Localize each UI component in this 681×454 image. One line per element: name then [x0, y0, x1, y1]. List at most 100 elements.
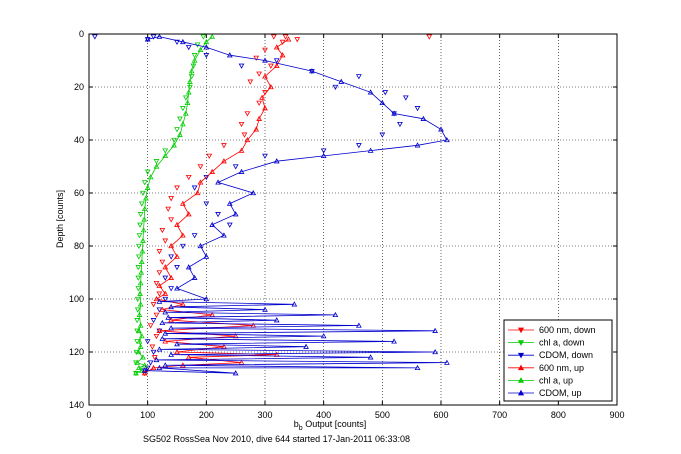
legend-item: chl a, up [508, 375, 573, 385]
legend-label: chl a, down [539, 338, 585, 348]
data-point [138, 367, 145, 373]
data-point [200, 34, 207, 40]
data-point [162, 275, 169, 281]
legend-item: CDOM, down [508, 350, 593, 360]
y-tick-label: 20 [74, 82, 84, 92]
data-point [147, 360, 154, 366]
x-tick-label: 0 [86, 410, 91, 420]
data-point [238, 121, 245, 128]
data-point [156, 291, 163, 297]
data-point [156, 249, 163, 255]
x-tick-label: 900 [609, 410, 624, 420]
data-point [238, 168, 245, 174]
data-point [168, 286, 175, 292]
data-point [426, 34, 433, 40]
data-point [156, 327, 163, 333]
data-point [138, 333, 145, 339]
data-point [273, 62, 280, 68]
data-point [179, 38, 186, 45]
data-point [134, 359, 140, 365]
y-tick-label: 60 [74, 188, 84, 198]
data-point [135, 327, 142, 333]
data-point [159, 319, 166, 326]
data-point [168, 242, 175, 249]
data-point [134, 296, 141, 303]
data-point [285, 36, 292, 42]
data-point [256, 115, 263, 121]
data-point [215, 179, 221, 185]
data-point [379, 99, 386, 106]
legend-label: CDOM, down [539, 350, 593, 360]
data-point [162, 264, 169, 270]
data-point [168, 217, 175, 223]
data-point [135, 243, 142, 250]
data-point [138, 269, 145, 275]
data-point [259, 94, 265, 100]
data-point [262, 306, 268, 312]
data-point [174, 127, 180, 133]
data-point [162, 309, 169, 315]
data-point [179, 121, 186, 127]
legend-items: 600 nm, down chl a, down CDOM, down 600 nm,… [508, 325, 596, 398]
x-axis-label-base: b [294, 419, 299, 429]
legend-item: 600 nm, down [508, 325, 596, 335]
data-point [168, 274, 175, 280]
x-tick-label: 100 [140, 410, 155, 420]
data-point [282, 34, 289, 40]
x-tick-label: 400 [316, 410, 331, 420]
data-point [137, 343, 144, 349]
data-point [162, 338, 169, 344]
data-point [332, 84, 339, 91]
series-line [144, 36, 448, 374]
legend-item: CDOM, up [508, 388, 582, 398]
data-point [162, 330, 169, 336]
data-point [168, 351, 175, 357]
x-axis-label-subscript: b [299, 425, 303, 432]
data-point [209, 33, 216, 39]
data-point [232, 370, 239, 376]
x-tick-label: 800 [551, 410, 566, 420]
data-point [187, 78, 193, 84]
data-point [182, 110, 189, 116]
data-point [191, 57, 198, 63]
data-point [140, 227, 147, 233]
data-point [203, 253, 210, 259]
legend-item: 600 nm, up [508, 363, 584, 373]
data-point [156, 364, 163, 371]
x-tick-label: 200 [199, 410, 214, 420]
data-point [135, 254, 142, 260]
data-point [197, 46, 204, 53]
data-point [171, 137, 177, 144]
data-point [134, 307, 141, 313]
data-point [141, 367, 148, 373]
data-point [226, 222, 233, 228]
data-point [391, 338, 397, 344]
data-point [179, 243, 186, 250]
data-point [273, 44, 280, 50]
legend-box [503, 319, 613, 402]
data-point [443, 136, 450, 143]
data-point [414, 142, 421, 148]
legend-marker [517, 327, 525, 334]
data-point [221, 158, 227, 164]
data-point [140, 237, 146, 243]
data-point [156, 298, 163, 304]
data-point [206, 153, 213, 159]
data-point [159, 335, 166, 341]
legend-label: 600 nm, up [539, 363, 584, 373]
data-point [150, 34, 157, 40]
data-point [209, 221, 216, 227]
series-line [144, 38, 289, 374]
series-layer [91, 33, 450, 377]
data-point [221, 232, 227, 238]
y-tick-label: 120 [69, 347, 84, 357]
data-point [162, 152, 169, 159]
data-point [162, 290, 169, 296]
data-point [159, 227, 166, 234]
data-point [226, 52, 233, 58]
legend-label: chl a, up [539, 375, 573, 385]
data-point [379, 132, 386, 138]
data-point [143, 195, 149, 201]
data-point [174, 348, 180, 355]
data-point [174, 341, 180, 347]
